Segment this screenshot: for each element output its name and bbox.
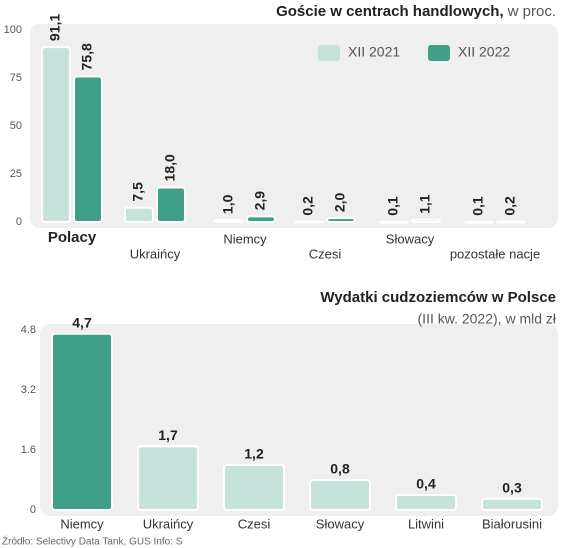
bar — [496, 220, 526, 224]
x-tick-label: Niemcy — [60, 516, 104, 531]
value-label: 75,8 — [79, 43, 95, 70]
bar — [73, 75, 103, 223]
chart-title: Wydatki cudzoziemców w Polsce — [320, 289, 556, 306]
x-tick-label: Ukraińcy — [130, 246, 181, 261]
subtitle: (III kw. 2022), w mld zł — [418, 311, 557, 327]
bar — [137, 445, 199, 511]
x-tick-label: Słowacy — [316, 516, 365, 531]
source: Źródło: Selectivy Data Tank, GUS Info: S — [2, 535, 183, 548]
bar — [294, 220, 324, 224]
value-label: 0,8 — [330, 461, 350, 477]
y-tick-label: 25 — [10, 168, 22, 180]
value-label: 0,1 — [385, 196, 401, 216]
bar — [214, 219, 244, 224]
value-label: 0,1 — [470, 196, 486, 216]
bar — [246, 215, 276, 224]
bar — [411, 218, 441, 224]
value-label: 1,7 — [158, 427, 178, 443]
y-tick-label: 75 — [10, 72, 22, 84]
y-tick-label: 0 — [30, 504, 36, 516]
bar — [41, 46, 71, 224]
bar — [464, 220, 494, 224]
title: Goście w centrach handlowych, — [276, 3, 504, 20]
value-label: 18,0 — [162, 154, 178, 181]
x-tick-label: Słowacy — [386, 231, 435, 246]
legend-swatch — [318, 45, 340, 61]
y-tick-label: 1.6 — [21, 444, 36, 456]
bar — [309, 479, 371, 511]
panel — [40, 324, 558, 516]
y-tick-label: 4.8 — [21, 324, 36, 336]
legend-label: XII 2021 — [348, 44, 400, 60]
value-label: 1,1 — [417, 194, 433, 214]
y-tick-label: 100 — [4, 24, 22, 36]
x-tick-label: Ukraińcy — [143, 516, 194, 531]
chart-title: Goście w centrach handlowych, w proc. — [276, 3, 556, 20]
bar — [124, 206, 154, 224]
bar — [326, 217, 356, 224]
x-tick-label: Czesi — [309, 246, 342, 261]
value-label: 7,5 — [130, 182, 146, 202]
value-label: 0,3 — [502, 479, 522, 495]
value-label: 0,4 — [416, 476, 436, 492]
bar — [51, 332, 113, 511]
y-tick-label: 0 — [16, 216, 22, 228]
bar — [223, 464, 285, 511]
x-tick-label: Niemcy — [223, 231, 267, 246]
value-label: 1,0 — [220, 194, 236, 214]
y-tick-label: 50 — [10, 120, 22, 132]
bar — [379, 220, 409, 224]
bar — [395, 494, 457, 511]
bar — [481, 497, 543, 511]
value-label: 0,2 — [502, 196, 518, 216]
value-label: 91,1 — [47, 14, 63, 41]
x-tick-label: Litwini — [408, 516, 444, 531]
x-tick-label: Czesi — [238, 516, 271, 531]
legend-swatch — [428, 45, 450, 61]
legend-label: XII 2022 — [458, 44, 510, 60]
unit: w proc. — [507, 3, 556, 20]
x-tick-label: Białorusini — [482, 516, 542, 531]
panel — [30, 24, 558, 228]
x-tick-label: pozostałe nacje — [450, 246, 540, 261]
value-label: 2,0 — [332, 192, 348, 212]
y-tick-label: 3.2 — [21, 384, 36, 396]
value-label: 0,2 — [300, 196, 316, 216]
bar — [156, 186, 186, 224]
value-label: 2,9 — [252, 191, 268, 211]
value-label: 1,2 — [244, 446, 264, 462]
value-label: 4,7 — [72, 314, 92, 330]
x-tick-label: Polacy — [48, 229, 97, 246]
